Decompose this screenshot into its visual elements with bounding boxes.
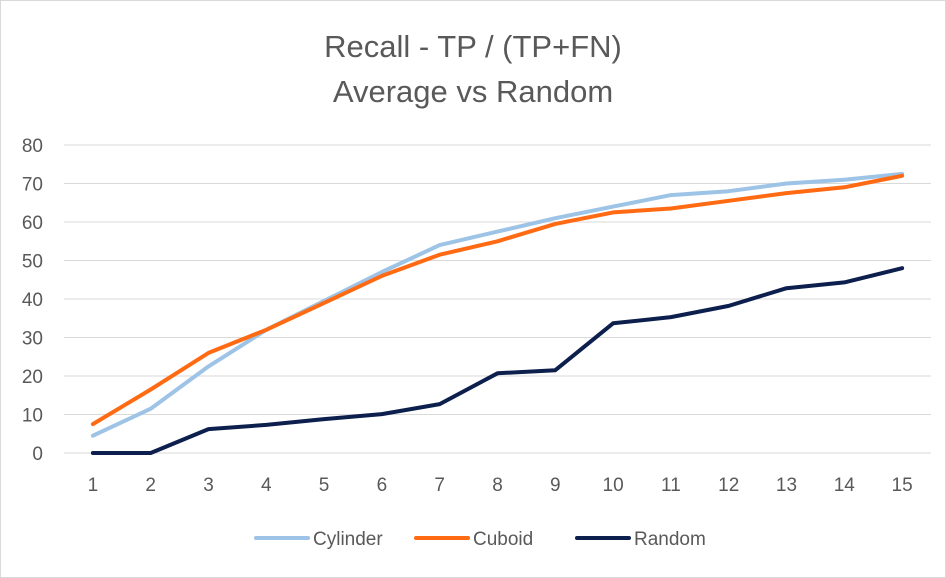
x-tick-label: 4: [261, 475, 272, 496]
y-tick-label: 80: [22, 136, 43, 157]
y-tick-label: 50: [22, 252, 43, 273]
x-tick-label: 11: [661, 475, 681, 496]
legend-label: Random: [634, 529, 706, 550]
chart-subtitle: Average vs Random: [333, 74, 613, 109]
x-tick-label: 10: [603, 475, 624, 496]
legend[interactable]: Cylinder Cuboid Random: [254, 529, 706, 550]
x-axis-ticks: 1 2 3 4 5 6 7 8 9 10 11 12 13 14 15: [88, 475, 913, 496]
legend-item-cuboid[interactable]: Cuboid: [414, 529, 533, 550]
y-axis-ticks: 0 10 20 30 40 50 60 70 80: [22, 136, 43, 465]
x-tick-label: 3: [203, 475, 214, 496]
y-tick-label: 70: [22, 175, 43, 196]
legend-item-random[interactable]: Random: [575, 529, 706, 550]
gridlines: [64, 144, 931, 454]
y-tick-label: 20: [22, 367, 43, 388]
chart-title: Recall - TP / (TP+FN): [324, 29, 622, 64]
legend-item-cylinder[interactable]: Cylinder: [254, 529, 383, 550]
x-tick-label: 1: [88, 475, 99, 496]
x-tick-label: 8: [492, 475, 503, 496]
y-tick-label: 40: [22, 290, 43, 311]
x-tick-label: 15: [892, 475, 913, 496]
series-line-random: [90, 266, 905, 455]
x-tick-label: 6: [377, 475, 388, 496]
y-tick-label: 0: [32, 444, 43, 465]
y-tick-label: 10: [22, 406, 43, 427]
x-tick-label: 14: [834, 475, 856, 496]
series-line-cylinder: [90, 171, 905, 438]
x-tick-label: 7: [434, 475, 445, 496]
legend-label: Cuboid: [473, 529, 533, 550]
x-tick-label: 9: [550, 475, 561, 496]
series-lines: [90, 171, 905, 455]
legend-label: Cylinder: [313, 529, 383, 550]
y-tick-label: 60: [22, 213, 43, 234]
x-tick-label: 2: [145, 475, 156, 496]
y-tick-label: 30: [22, 329, 43, 350]
x-tick-label: 12: [718, 475, 739, 496]
x-tick-label: 5: [319, 475, 330, 496]
x-tick-label: 13: [776, 475, 797, 496]
series-line-cuboid: [90, 173, 905, 427]
